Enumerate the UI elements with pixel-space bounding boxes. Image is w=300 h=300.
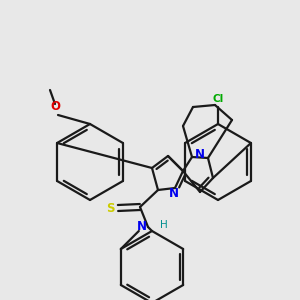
Text: Cl: Cl <box>212 94 224 104</box>
Text: N: N <box>169 187 179 200</box>
Text: S: S <box>106 202 114 214</box>
Text: N: N <box>195 148 205 161</box>
Text: H: H <box>160 220 168 230</box>
Text: O: O <box>50 100 60 113</box>
Text: N: N <box>137 220 147 233</box>
